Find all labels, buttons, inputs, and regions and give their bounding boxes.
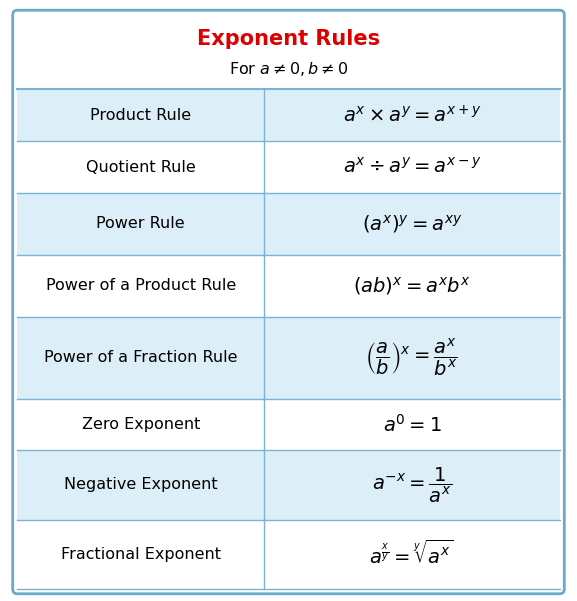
Bar [17, 15, 560, 90]
Bar [17, 520, 560, 589]
Bar [17, 90, 560, 141]
Text: $a^x \div a^y = a^{x-y}$: $a^x \div a^y = a^{x-y}$ [343, 157, 481, 177]
Bar [17, 141, 560, 193]
Text: $a^{\frac{x}{y}} = \sqrt[y]{a^x}$: $a^{\frac{x}{y}} = \sqrt[y]{a^x}$ [369, 540, 454, 569]
Text: For $a \neq 0, b \neq 0$: For $a \neq 0, b \neq 0$ [229, 59, 348, 78]
Text: Product Rule: Product Rule [90, 108, 191, 123]
Text: $\left(ab\right)^x = a^x b^x$: $\left(ab\right)^x = a^x b^x$ [353, 275, 471, 297]
Bar [17, 317, 560, 398]
Text: $a^0 = 1$: $a^0 = 1$ [383, 413, 441, 435]
Text: $\left(\dfrac{a}{b}\right)^x = \dfrac{a^x}{b^x}$: $\left(\dfrac{a}{b}\right)^x = \dfrac{a^… [365, 337, 458, 378]
Text: Exponent Rules: Exponent Rules [197, 29, 380, 49]
Text: Negative Exponent: Negative Exponent [64, 477, 218, 492]
Bar [17, 450, 560, 520]
Text: Fractional Exponent: Fractional Exponent [61, 547, 220, 562]
Bar [17, 193, 560, 255]
Text: $\left(a^x\right)^y = a^{xy}$: $\left(a^x\right)^y = a^{xy}$ [362, 213, 462, 235]
Text: Power Rule: Power Rule [96, 216, 185, 231]
Text: Quotient Rule: Quotient Rule [86, 159, 196, 174]
Text: Power of a Product Rule: Power of a Product Rule [46, 278, 236, 293]
Text: Power of a Fraction Rule: Power of a Fraction Rule [44, 350, 238, 365]
Text: $a^x \times a^y = a^{x+y}$: $a^x \times a^y = a^{x+y}$ [343, 105, 481, 126]
Bar [17, 255, 560, 317]
Text: Zero Exponent: Zero Exponent [81, 417, 200, 432]
Bar [17, 398, 560, 450]
Text: $a^{-x} = \dfrac{1}{a^x}$: $a^{-x} = \dfrac{1}{a^x}$ [372, 465, 452, 505]
